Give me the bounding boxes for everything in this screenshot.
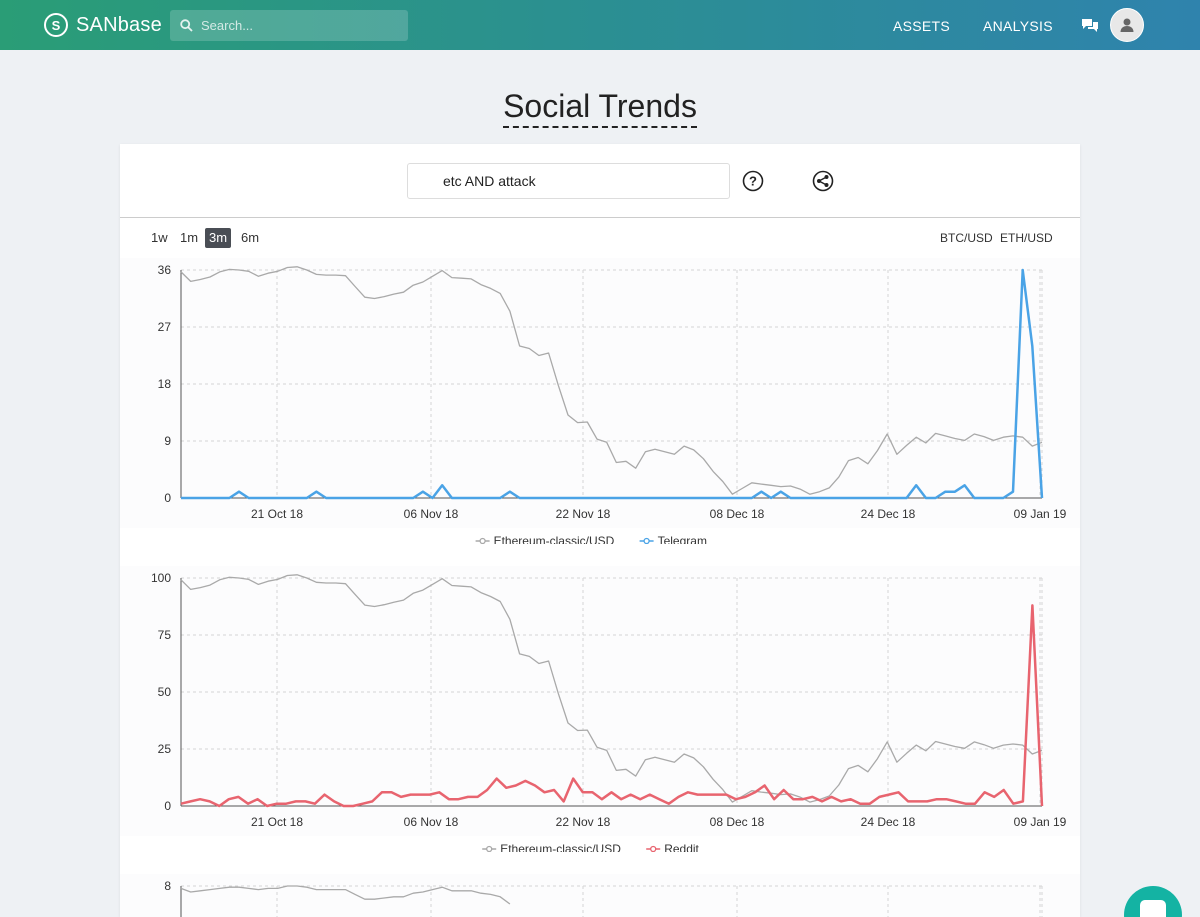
- series-line: [181, 268, 1044, 500]
- page-title-container: Social Trends: [0, 88, 1200, 128]
- x-tick-label: 09 Jan 19: [1014, 507, 1067, 521]
- btc-usd-toggle[interactable]: BTC/USD: [940, 231, 993, 245]
- support-chat-button[interactable]: [1124, 886, 1182, 917]
- legend-label[interactable]: Ethereum-classic/USD: [500, 842, 621, 852]
- legend-label[interactable]: Reddit: [664, 842, 699, 852]
- y-tick-label: 8: [164, 879, 171, 893]
- share-icon[interactable]: [812, 170, 834, 197]
- x-tick-label: 09 Jan 19: [1014, 815, 1067, 829]
- help-icon[interactable]: ?: [742, 170, 764, 197]
- x-tick-label: 24 Dec 18: [861, 815, 916, 829]
- y-tick-label: 100: [151, 571, 171, 585]
- top-navigation-bar: S SANbase Search... ASSETS ANALYSIS: [0, 0, 1200, 50]
- legend-marker: [650, 845, 657, 852]
- card-divider: [120, 217, 1080, 218]
- y-tick-label: 9: [164, 434, 171, 448]
- reddit-chart: 0 25 50 75 100 21 Oct 18 06 Nov 18 22 Nov 18 08 …: [120, 566, 1080, 852]
- y-tick-label: 27: [158, 320, 172, 334]
- third-chart: 8: [120, 874, 1080, 917]
- svg-text:?: ?: [749, 174, 757, 189]
- series-line: [180, 266, 1043, 495]
- range-1m-button[interactable]: 1m: [180, 230, 199, 245]
- y-tick-label: 0: [164, 799, 171, 813]
- x-tick-label: 21 Oct 18: [251, 507, 303, 521]
- query-input[interactable]: etc AND attack: [407, 163, 730, 199]
- chart-legend: Ethereum-classic/USD Reddit: [482, 842, 700, 852]
- social-trends-card: etc AND attack ? 1w 1m 3m 6m BTC/USD ETH…: [120, 144, 1080, 917]
- chart-background: [120, 258, 1080, 528]
- chart-background: [120, 874, 1080, 917]
- x-tick-label: 08 Dec 18: [710, 507, 765, 521]
- telegram-chart: 0 9 18 27 36 21 Oct 18 06 Nov 18 22 Nov 18 08 De…: [120, 258, 1080, 544]
- y-tick-label: 75: [158, 628, 172, 642]
- search-icon: [180, 19, 193, 32]
- search-placeholder: Search...: [201, 18, 254, 33]
- legend-marker: [643, 537, 650, 544]
- x-tick-label: 21 Oct 18: [251, 815, 303, 829]
- legend-marker: [479, 537, 486, 544]
- y-tick-label: 25: [158, 742, 172, 756]
- y-tick-label: 18: [158, 377, 172, 391]
- page-title: Social Trends: [503, 88, 697, 128]
- nav-assets-link[interactable]: ASSETS: [893, 18, 951, 34]
- nav-analysis-link[interactable]: ANALYSIS: [983, 18, 1053, 34]
- x-tick-label: 22 Nov 18: [556, 815, 611, 829]
- series-line: [180, 604, 1044, 808]
- x-tick-label: 06 Nov 18: [404, 507, 459, 521]
- range-3m-button[interactable]: 3m: [205, 228, 232, 248]
- user-icon: [1120, 18, 1134, 32]
- legend-label[interactable]: Ethereum-classic/USD: [494, 534, 615, 544]
- range-1w-button[interactable]: 1w: [151, 230, 168, 245]
- chart-legend: Ethereum-classic/USD Telegram: [475, 534, 707, 544]
- y-tick-label: 50: [158, 685, 172, 699]
- legend-label[interactable]: Telegram: [658, 534, 707, 544]
- brand-name: SANbase: [76, 13, 162, 36]
- series-line: [180, 885, 511, 905]
- range-6m-button[interactable]: 6m: [241, 230, 260, 245]
- chat-icon[interactable]: [1081, 17, 1099, 38]
- y-tick-label: 36: [158, 263, 172, 277]
- y-tick-label: 0: [164, 491, 171, 505]
- eth-usd-toggle[interactable]: ETH/USD: [1000, 231, 1053, 245]
- sanbase-logo-icon: S: [44, 13, 68, 37]
- user-avatar[interactable]: [1110, 8, 1144, 42]
- sanbase-logo[interactable]: S SANbase: [44, 13, 162, 37]
- x-tick-label: 06 Nov 18: [404, 815, 459, 829]
- chat-bubble-icon: [1140, 900, 1166, 917]
- series-line: [180, 574, 1043, 803]
- chart-background: [120, 566, 1080, 836]
- legend-marker: [486, 845, 493, 852]
- x-tick-label: 24 Dec 18: [861, 507, 916, 521]
- x-tick-label: 08 Dec 18: [710, 815, 765, 829]
- search-input[interactable]: Search...: [170, 10, 408, 41]
- x-tick-label: 22 Nov 18: [556, 507, 611, 521]
